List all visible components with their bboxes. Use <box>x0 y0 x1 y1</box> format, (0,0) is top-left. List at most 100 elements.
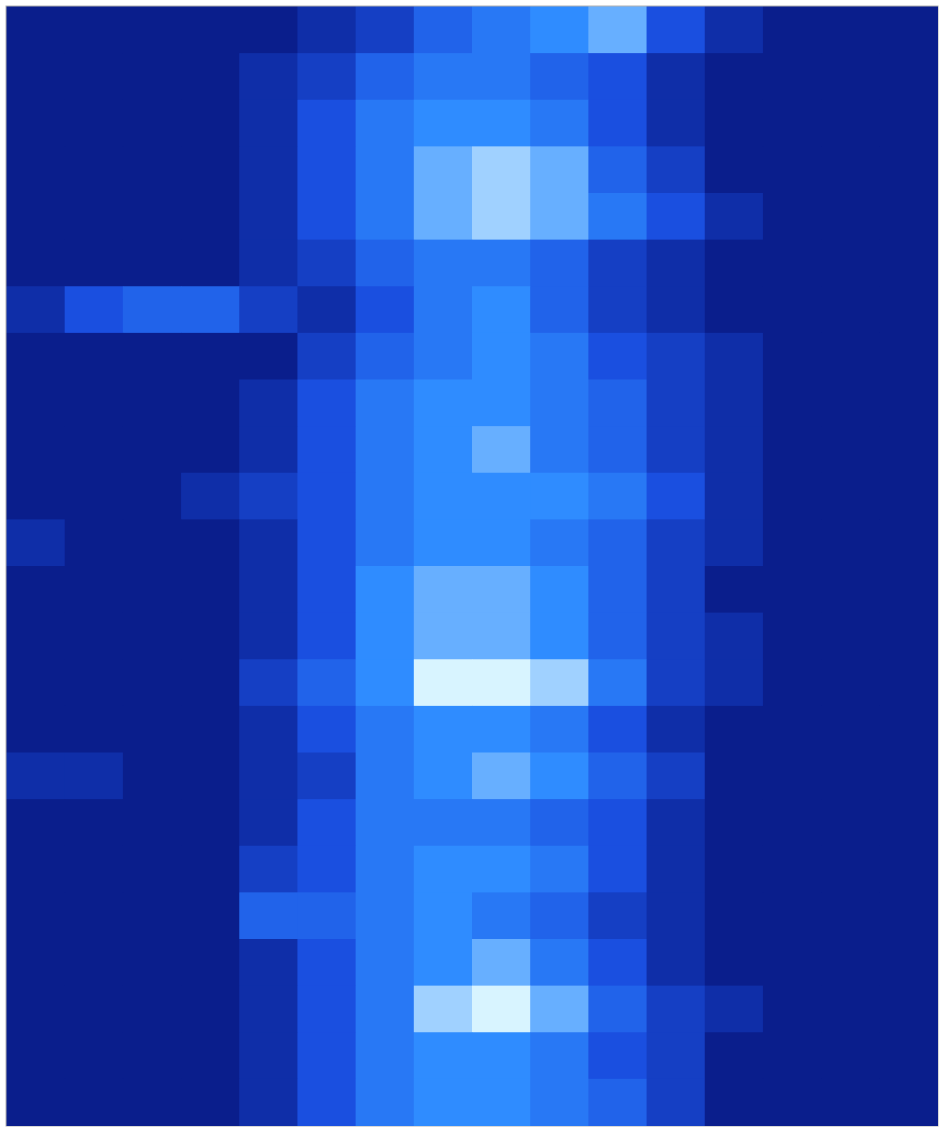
heatmap-cell <box>239 286 298 333</box>
heatmap-cell <box>7 706 66 753</box>
heatmap-cell <box>181 333 240 380</box>
heatmap-cell <box>879 566 938 613</box>
heatmap-cell <box>530 846 589 893</box>
heatmap-cell <box>588 380 647 427</box>
heatmap-cell <box>821 846 880 893</box>
heatmap-cell <box>414 146 473 193</box>
heatmap-cell <box>588 613 647 660</box>
heatmap-cell <box>705 333 764 380</box>
heatmap-cells <box>7 7 939 1127</box>
heatmap-cell <box>7 240 66 287</box>
heatmap-cell <box>705 799 764 846</box>
heatmap-cell <box>588 659 647 706</box>
heatmap-cell <box>705 753 764 800</box>
heatmap-cell <box>181 706 240 753</box>
heatmap-cell <box>879 240 938 287</box>
heatmap-cell <box>65 892 124 939</box>
heatmap-cell <box>297 1032 356 1079</box>
heatmap-cell <box>414 753 473 800</box>
heatmap-cell <box>647 986 706 1033</box>
heatmap-cell <box>530 146 589 193</box>
heatmap-cell <box>763 566 822 613</box>
heatmap-cell <box>65 753 124 800</box>
heatmap-cell <box>821 519 880 566</box>
heatmap-cell <box>181 986 240 1033</box>
heatmap-cell <box>763 939 822 986</box>
heatmap-cell <box>821 473 880 520</box>
heatmap-cell <box>123 426 182 473</box>
heatmap-cell <box>414 100 473 147</box>
heatmap-cell <box>7 426 66 473</box>
heatmap-cell <box>297 939 356 986</box>
heatmap-cell <box>472 473 531 520</box>
heatmap-cell <box>65 53 124 100</box>
heatmap-cell <box>181 53 240 100</box>
heatmap-cell <box>123 566 182 613</box>
heatmap-cell <box>65 7 124 54</box>
heatmap-cell <box>763 53 822 100</box>
heatmap-cell <box>123 753 182 800</box>
heatmap-cell <box>65 706 124 753</box>
heatmap-cell <box>763 519 822 566</box>
heatmap-cell <box>297 286 356 333</box>
heatmap-cell <box>239 1032 298 1079</box>
heatmap-cell <box>763 1079 822 1126</box>
heatmap-cell <box>356 986 415 1033</box>
heatmap-cell <box>879 986 938 1033</box>
heatmap-cell <box>181 193 240 240</box>
heatmap-cell <box>763 146 822 193</box>
heatmap-cell <box>705 566 764 613</box>
heatmap-cell <box>472 1032 531 1079</box>
heatmap-cell <box>123 286 182 333</box>
heatmap-cell <box>879 799 938 846</box>
heatmap-cell <box>239 846 298 893</box>
heatmap-cell <box>588 566 647 613</box>
heatmap-cell <box>879 706 938 753</box>
heatmap-cell <box>705 100 764 147</box>
heatmap-cell <box>821 986 880 1033</box>
heatmap-cell <box>356 706 415 753</box>
heatmap-cell <box>356 426 415 473</box>
heatmap-cell <box>297 7 356 54</box>
heatmap-cell <box>705 846 764 893</box>
heatmap-cell <box>472 286 531 333</box>
heatmap-cell <box>647 566 706 613</box>
heatmap-cell <box>414 286 473 333</box>
heatmap-cell <box>414 1079 473 1126</box>
heatmap-cell <box>239 473 298 520</box>
heatmap-cell <box>414 799 473 846</box>
heatmap-cell <box>123 473 182 520</box>
heatmap-cell <box>181 1079 240 1126</box>
heatmap-cell <box>297 1079 356 1126</box>
heatmap-cell <box>879 892 938 939</box>
heatmap-cell <box>7 286 66 333</box>
heatmap-cell <box>65 146 124 193</box>
heatmap-cell <box>239 519 298 566</box>
heatmap-cell <box>647 613 706 660</box>
heatmap-cell <box>123 7 182 54</box>
heatmap-cell <box>879 613 938 660</box>
heatmap-cell <box>879 753 938 800</box>
heatmap-cell <box>297 799 356 846</box>
heatmap-cell <box>65 380 124 427</box>
heatmap-cell <box>705 1032 764 1079</box>
heatmap-cell <box>239 240 298 287</box>
heatmap-cell <box>821 1079 880 1126</box>
heatmap-cell <box>705 380 764 427</box>
heatmap-cell <box>530 939 589 986</box>
heatmap-cell <box>821 753 880 800</box>
heatmap-cell <box>530 53 589 100</box>
heatmap-cell <box>647 333 706 380</box>
heatmap-cell <box>123 100 182 147</box>
heatmap-cell <box>472 100 531 147</box>
heatmap-cell <box>647 100 706 147</box>
heatmap-cell <box>472 846 531 893</box>
heatmap-cell <box>414 333 473 380</box>
heatmap-cell <box>588 986 647 1033</box>
heatmap-cell <box>821 939 880 986</box>
page: (() => { const data = JSON.parse(documen… <box>0 0 941 1129</box>
heatmap-cell <box>647 753 706 800</box>
heatmap-cell <box>356 7 415 54</box>
heatmap-cell <box>530 1079 589 1126</box>
heatmap-cell <box>588 146 647 193</box>
